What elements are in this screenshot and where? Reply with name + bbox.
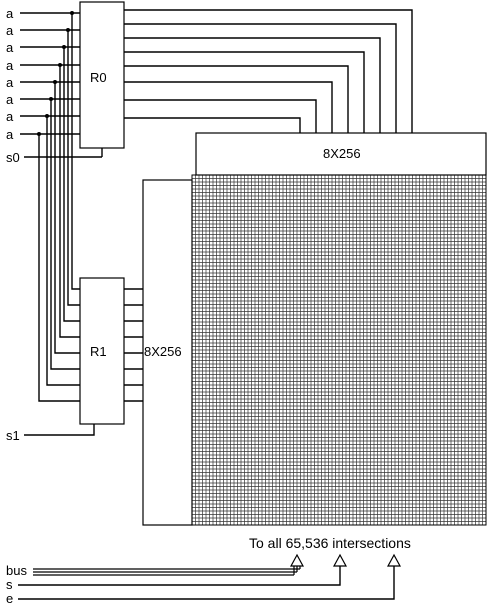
a-tap-wire-0: [71, 13, 80, 290]
register-r1: [79, 277, 125, 425]
register-r0: [79, 1, 125, 149]
a-tap-wire-5: [50, 99, 80, 370]
a-label-5: a: [6, 92, 14, 107]
s-wire: [18, 566, 341, 586]
address-tap-wires: [38, 13, 80, 402]
s1-label: s1: [6, 428, 20, 443]
left-decoder: [142, 179, 193, 526]
s-arrow-icon: [332, 553, 348, 567]
e-label: e: [6, 591, 13, 606]
r0-output-wire-4: [124, 65, 349, 133]
a-label-4: a: [6, 75, 14, 90]
a-tap-wire-4: [54, 82, 80, 354]
a-label-6: a: [6, 109, 14, 124]
s-label: s: [6, 577, 13, 592]
a-label-7: a: [6, 127, 14, 142]
a-label-0: a: [6, 6, 14, 21]
a-label-2: a: [6, 40, 14, 55]
top-decoder: [195, 132, 487, 176]
r0-output-wire-3: [124, 51, 365, 133]
register-r1-label: R1: [90, 344, 107, 359]
bus-arrow-icon: [289, 553, 305, 567]
e-arrow-icon: [386, 553, 402, 567]
r0-output-wire-6: [124, 99, 317, 133]
e-wire: [18, 566, 395, 600]
memory-grid-border: [191, 174, 487, 526]
top-decoder-label: 8X256: [323, 146, 361, 161]
r0-output-wire-1: [124, 23, 397, 133]
s1-wire: [24, 424, 95, 436]
r0-output-wire-0: [124, 9, 413, 133]
r0-output-wire-2: [124, 37, 381, 133]
memory-cell-grid: [191, 174, 487, 526]
a-tap-wire-6: [46, 116, 80, 386]
a-label-3: a: [6, 58, 14, 73]
a-tap-wire-3: [59, 65, 80, 338]
r0-output-wires: [124, 9, 413, 133]
bus-label: bus: [6, 563, 27, 578]
left-decoder-label: 8X256: [144, 344, 182, 359]
a-tap-wire-2: [63, 47, 80, 322]
a-label-1: a: [6, 23, 14, 38]
r0-output-wire-5: [124, 81, 333, 133]
register-r0-label: R0: [90, 70, 107, 85]
r1-output-wires: [124, 288, 143, 402]
intersections-note: To all 65,536 intersections: [249, 535, 411, 551]
s0-label: s0: [6, 150, 20, 165]
r0-output-wire-7: [124, 117, 301, 133]
a-tap-wire-7: [38, 134, 80, 402]
a-tap-wire-1: [67, 30, 80, 306]
